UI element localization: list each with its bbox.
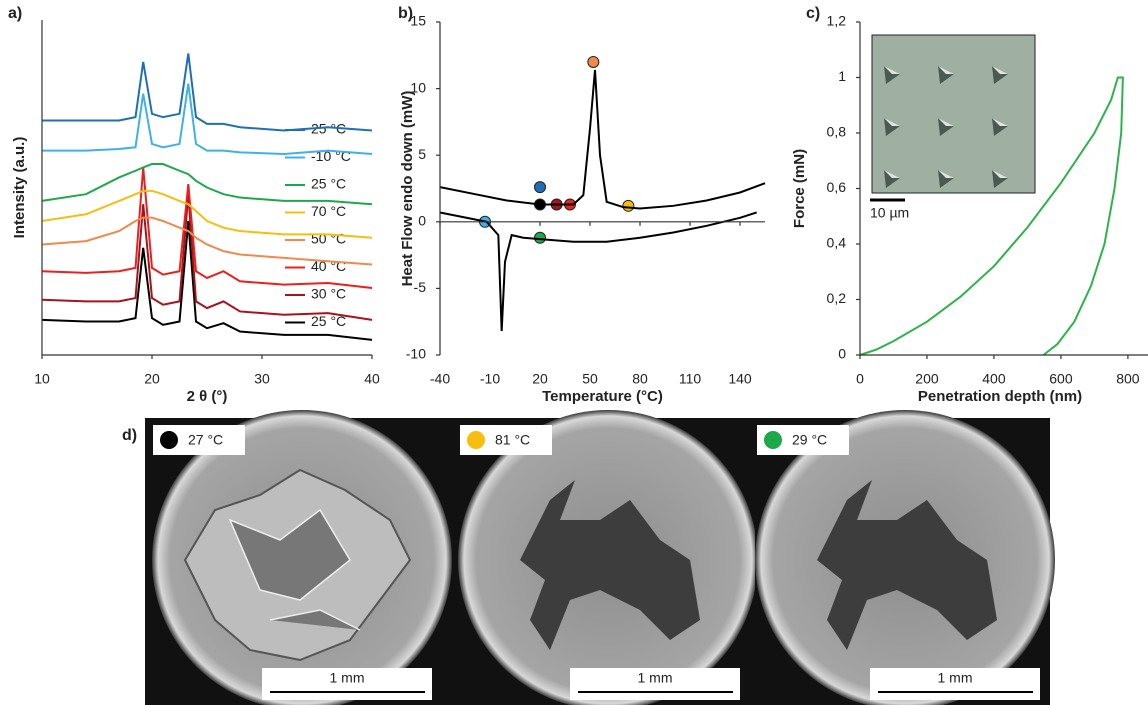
x-axis-label: Temperature (°C): [542, 388, 663, 405]
legend-label: 70 °C: [311, 203, 346, 219]
data-line: [42, 84, 372, 154]
x-tick-label: -10: [480, 371, 500, 387]
inset-image: [872, 35, 1035, 193]
y-tick-label: 0,2: [827, 290, 847, 306]
panel-label: a): [8, 5, 22, 22]
x-tick-label: 110: [679, 371, 702, 387]
y-axis-label: Heat Flow endo down (mW): [399, 91, 416, 287]
temperature-label: 29 °C: [792, 432, 827, 448]
y-tick-label: 0: [838, 346, 846, 362]
data-marker: [535, 232, 546, 243]
data-marker: [535, 182, 546, 193]
temperature-marker: [160, 431, 178, 449]
temperature-marker: [764, 431, 782, 449]
temperature-label: 81 °C: [495, 432, 530, 448]
x-axis-label: 2 θ (°): [187, 388, 228, 405]
data-line: [42, 54, 372, 131]
x-tick-label: 140: [728, 371, 752, 387]
x-tick-label: 0: [856, 371, 864, 387]
y-tick-label: 0,8: [827, 124, 847, 140]
y-tick-label: 10: [410, 79, 426, 95]
scale-bar-label: 1 mm: [638, 670, 673, 686]
panel-label: c): [806, 5, 820, 22]
x-axis-label: Penetration depth (nm): [918, 388, 1082, 405]
x-tick-label: 400: [982, 371, 1006, 387]
x-tick-label: 600: [1049, 371, 1073, 387]
data-marker: [588, 56, 599, 67]
y-axis-label: Intensity (a.u.): [11, 137, 28, 239]
micrograph: 27 °C 1 mm: [145, 410, 458, 705]
x-tick-label: 10: [34, 371, 50, 387]
temperature-label: 27 °C: [188, 432, 223, 448]
x-tick-label: 80: [632, 371, 648, 387]
y-axis-label: Force (mN): [791, 149, 808, 228]
x-tick-label: 200: [915, 371, 939, 387]
scale-bar-label: 1 mm: [330, 670, 365, 686]
y-tick-label: 5: [418, 146, 426, 162]
legend-label: 25 °C: [311, 176, 346, 192]
figure: Force (mN) Penetration depth (nm) 1,2 1 0,8 0…: [0, 0, 1148, 705]
temperature-marker: [467, 431, 485, 449]
x-tick-label: 50: [582, 371, 598, 387]
x-tick-label: 30: [254, 371, 270, 387]
x-tick-label: 20: [532, 371, 548, 387]
micrograph: 81 °C 1 mm: [458, 410, 758, 705]
y-tick-label: 0: [418, 213, 426, 229]
inset-scale-label: 10 µm: [870, 205, 909, 221]
x-tick-label: 40: [364, 371, 380, 387]
legend-label: 50 °C: [311, 231, 346, 247]
x-tick-label: -40: [430, 371, 450, 387]
scale-bar-label: 1 mm: [938, 670, 973, 686]
y-tick-label: 1: [838, 68, 846, 84]
y-tick-label: 0,4: [827, 235, 847, 251]
y-tick-label: 1,2: [827, 13, 847, 29]
x-tick-label: 20: [144, 371, 160, 387]
y-tick-label: 0,6: [827, 179, 847, 195]
legend-label: 30 °C: [311, 286, 346, 302]
data-marker: [623, 200, 634, 211]
data-line: [440, 212, 757, 331]
data-line: [440, 70, 765, 209]
y-tick-label: -10: [406, 346, 426, 362]
micrograph: 29 °C 1 mm: [755, 410, 1055, 705]
y-tick-label: -5: [414, 279, 427, 295]
panel-label: b): [398, 5, 413, 22]
panel-label: d): [122, 427, 137, 444]
x-tick-label: 800: [1116, 371, 1140, 387]
